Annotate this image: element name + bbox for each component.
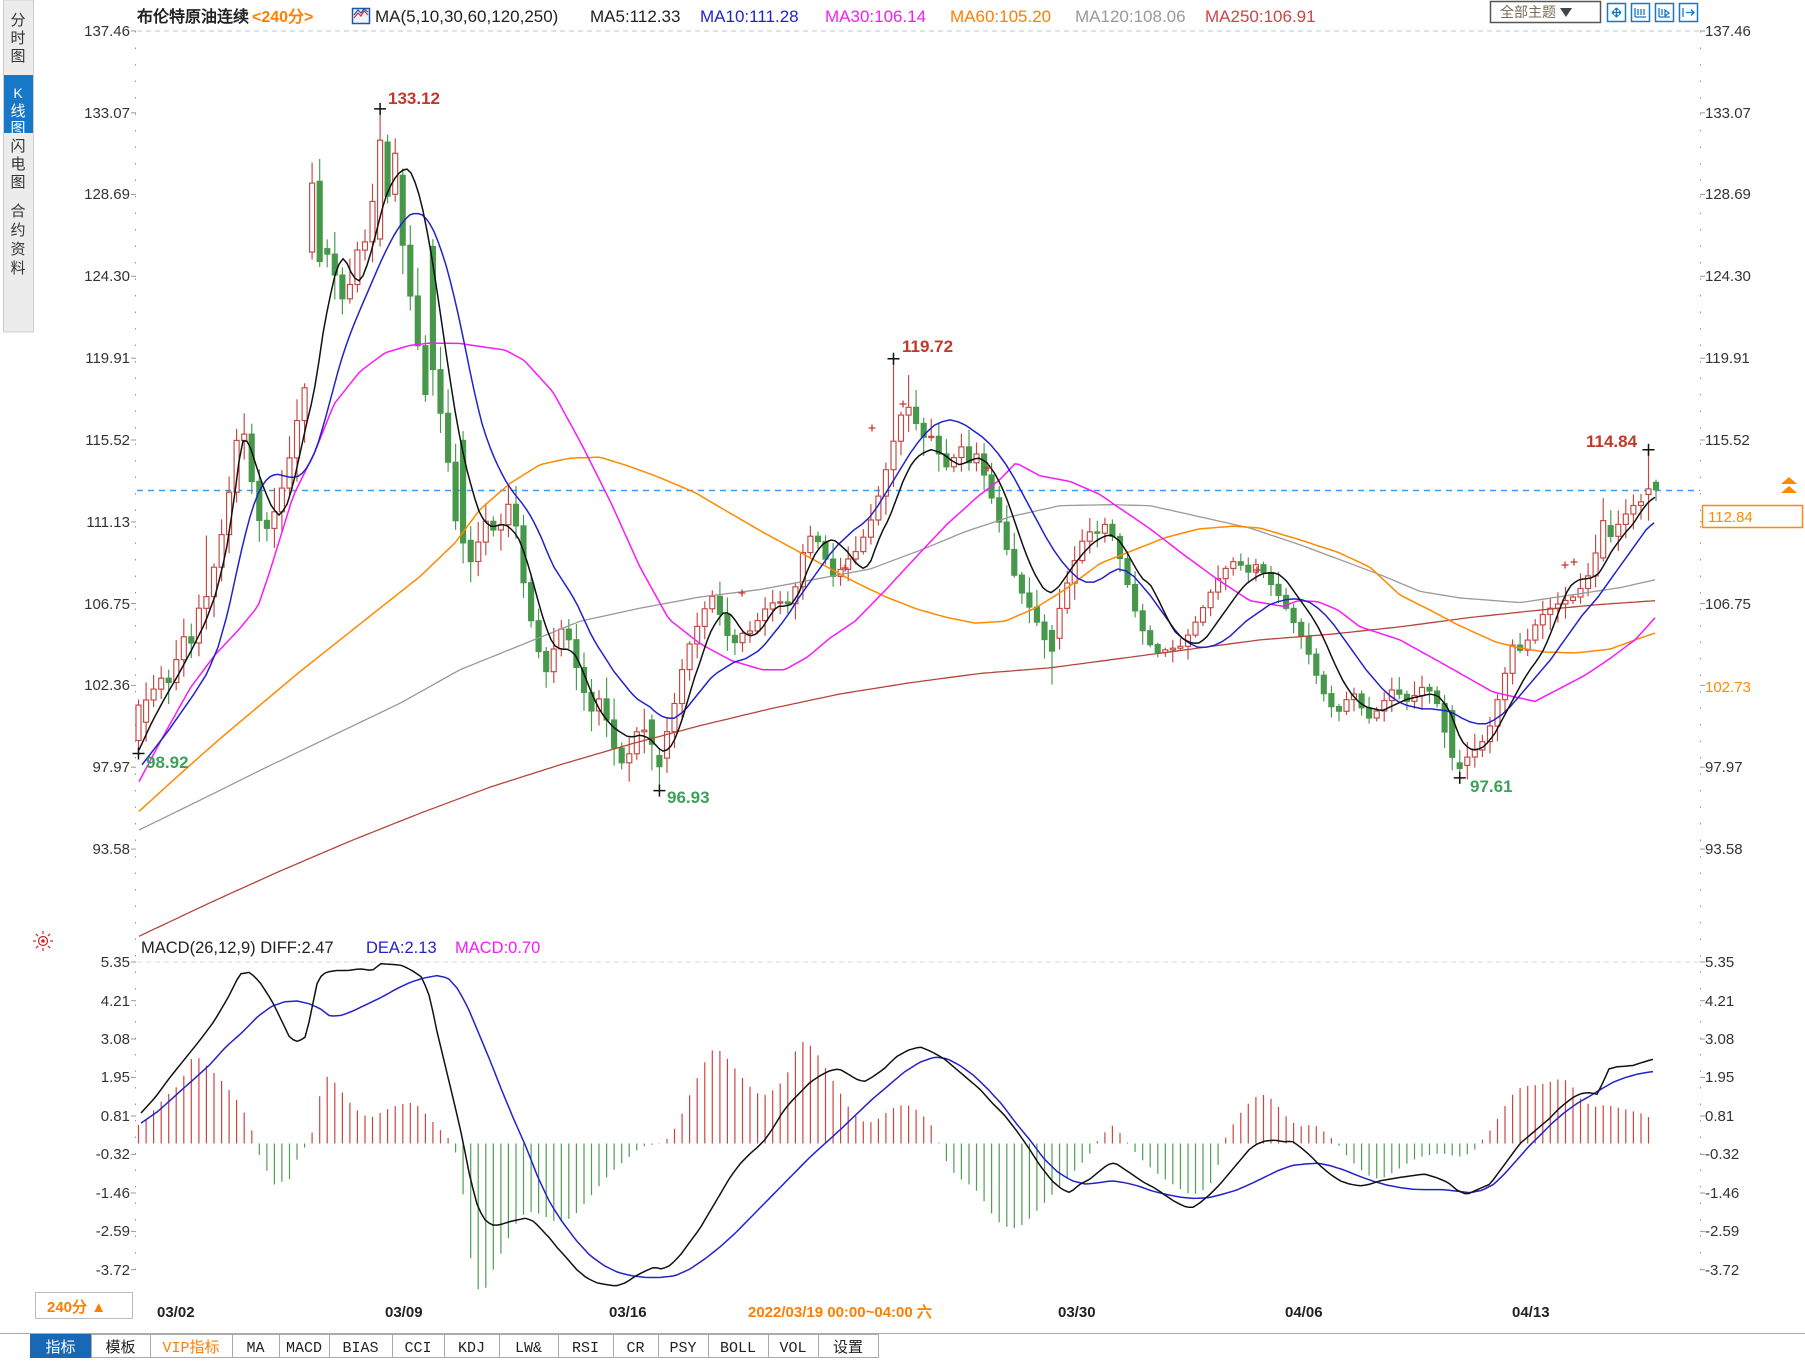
svg-text:1.95: 1.95 <box>101 1069 130 1086</box>
svg-text:5.35: 5.35 <box>101 954 130 971</box>
svg-text:03/30: 03/30 <box>1058 1304 1096 1321</box>
svg-text:240分 ▲: 240分 ▲ <box>47 1299 106 1316</box>
svg-text:图: 图 <box>10 120 25 137</box>
svg-text:115.52: 115.52 <box>85 432 130 449</box>
svg-text:133.07: 133.07 <box>84 105 130 122</box>
svg-text:-2.59: -2.59 <box>1705 1223 1739 1240</box>
svg-text:K: K <box>13 85 23 101</box>
svg-text:112.84: 112.84 <box>1708 509 1753 526</box>
svg-text:106.75: 106.75 <box>1705 596 1751 613</box>
svg-text:04/13: 04/13 <box>1512 1304 1550 1321</box>
svg-text:时: 时 <box>10 30 25 47</box>
svg-text:MACD:0.70: MACD:0.70 <box>455 939 540 957</box>
svg-text:RSI: RSI <box>572 1340 599 1357</box>
svg-text:124.30: 124.30 <box>84 268 130 285</box>
svg-text:133.07: 133.07 <box>1705 105 1751 122</box>
svg-text:MACD(26,12,9) DIFF:2.47: MACD(26,12,9) DIFF:2.47 <box>141 939 334 957</box>
svg-text:MA: MA <box>246 1340 264 1357</box>
svg-text:106.75: 106.75 <box>84 596 130 613</box>
svg-text:93.58: 93.58 <box>92 841 130 858</box>
svg-text:设置: 设置 <box>833 1339 863 1356</box>
svg-text:03/16: 03/16 <box>609 1304 647 1321</box>
svg-text:电: 电 <box>10 156 25 173</box>
svg-text:约: 约 <box>10 222 25 239</box>
svg-text:KDJ: KDJ <box>458 1340 485 1357</box>
svg-text:-0.32: -0.32 <box>1705 1146 1739 1163</box>
svg-text:MA10:111.28: MA10:111.28 <box>700 7 799 26</box>
svg-text:2022/03/19 00:00~04:00 六: 2022/03/19 00:00~04:00 六 <box>748 1303 932 1321</box>
svg-text:1.95: 1.95 <box>1705 1069 1734 1086</box>
svg-text:137.46: 137.46 <box>1705 23 1751 40</box>
svg-text:CCI: CCI <box>404 1340 431 1357</box>
svg-text:全部主题: 全部主题 <box>1500 4 1556 20</box>
svg-text:-3.72: -3.72 <box>96 1262 130 1279</box>
svg-text:3.08: 3.08 <box>101 1031 130 1048</box>
svg-text:指标: 指标 <box>45 1339 75 1356</box>
svg-text:93.58: 93.58 <box>1705 841 1743 858</box>
svg-text:PSY: PSY <box>669 1340 696 1357</box>
svg-text:图: 图 <box>10 174 25 191</box>
svg-text:119.72: 119.72 <box>902 337 953 356</box>
svg-text:96.93: 96.93 <box>667 788 710 807</box>
svg-text:-1.46: -1.46 <box>96 1185 130 1202</box>
svg-text:合: 合 <box>10 203 25 220</box>
svg-text:MACD: MACD <box>286 1340 322 1357</box>
svg-text:03/02: 03/02 <box>157 1304 195 1321</box>
svg-text:97.61: 97.61 <box>1470 777 1513 796</box>
svg-text:0.81: 0.81 <box>101 1108 130 1125</box>
svg-text:闪: 闪 <box>10 138 25 155</box>
svg-text:BOLL: BOLL <box>720 1340 756 1357</box>
svg-text:-2.59: -2.59 <box>96 1223 130 1240</box>
svg-text:模板: 模板 <box>105 1338 135 1356</box>
svg-text:128.69: 128.69 <box>1705 186 1751 203</box>
svg-text:03/09: 03/09 <box>385 1304 423 1321</box>
svg-text:布伦特原油连续: 布伦特原油连续 <box>137 7 249 26</box>
svg-text:102.73: 102.73 <box>1705 679 1751 696</box>
svg-text:5.35: 5.35 <box>1705 954 1734 971</box>
svg-text:MA(5,10,30,60,120,250): MA(5,10,30,60,120,250) <box>375 7 558 26</box>
svg-text:111.13: 111.13 <box>86 514 130 531</box>
svg-text:MA30:106.14: MA30:106.14 <box>825 7 926 26</box>
svg-text:资: 资 <box>10 241 25 258</box>
svg-text:102.36: 102.36 <box>84 677 130 694</box>
svg-text:119.91: 119.91 <box>85 350 130 367</box>
svg-text:-1.46: -1.46 <box>1705 1185 1739 1202</box>
svg-text:4.21: 4.21 <box>1705 993 1734 1010</box>
svg-text:137.46: 137.46 <box>84 23 130 40</box>
svg-text:-0.32: -0.32 <box>96 1146 130 1163</box>
svg-text:128.69: 128.69 <box>84 186 130 203</box>
svg-text:119.91: 119.91 <box>1705 350 1750 367</box>
svg-text:CR: CR <box>626 1340 644 1357</box>
svg-text:<240分>: <240分> <box>252 8 313 26</box>
svg-text:DEA:2.13: DEA:2.13 <box>366 939 437 957</box>
svg-text:料: 料 <box>10 260 25 277</box>
svg-text:115.52: 115.52 <box>1705 432 1750 449</box>
svg-text:图: 图 <box>10 48 25 65</box>
svg-text:04/06: 04/06 <box>1285 1304 1323 1321</box>
svg-text:0.81: 0.81 <box>1705 1108 1734 1125</box>
svg-text:97.97: 97.97 <box>92 759 130 776</box>
svg-text:分: 分 <box>10 12 25 29</box>
svg-text:LW&: LW& <box>515 1340 542 1357</box>
svg-text:MA250:106.91: MA250:106.91 <box>1205 7 1316 26</box>
svg-text:MA5:112.33: MA5:112.33 <box>590 7 680 26</box>
svg-text:MA60:105.20: MA60:105.20 <box>950 7 1051 26</box>
svg-text:VIP指标: VIP指标 <box>162 1339 219 1357</box>
svg-text:97.97: 97.97 <box>1705 759 1743 776</box>
svg-text:线: 线 <box>10 103 25 120</box>
svg-text:MA120:108.06: MA120:108.06 <box>1075 7 1186 26</box>
svg-text:3.08: 3.08 <box>1705 1031 1734 1048</box>
svg-text:98.92: 98.92 <box>146 753 189 772</box>
svg-text:114.84: 114.84 <box>1586 432 1638 451</box>
svg-text:BIAS: BIAS <box>342 1340 378 1357</box>
svg-text:133.12: 133.12 <box>388 89 440 108</box>
svg-text:VOL: VOL <box>779 1340 806 1357</box>
svg-text:4.21: 4.21 <box>101 993 130 1010</box>
svg-text:-3.72: -3.72 <box>1705 1262 1739 1279</box>
svg-text:124.30: 124.30 <box>1705 268 1751 285</box>
